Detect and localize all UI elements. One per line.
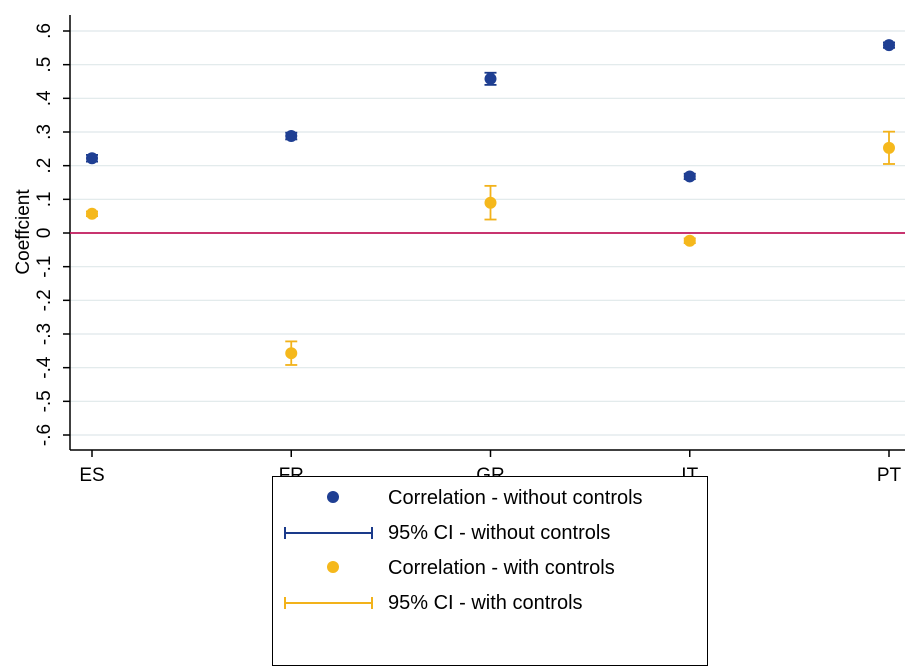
point-without-controls: [484, 72, 497, 85]
legend-entry-ci-without-controls: 95% CI - without controls: [273, 516, 707, 550]
point-without-controls: [683, 170, 696, 183]
y-tick-label: .5: [34, 57, 55, 73]
y-tick-label: -.2: [34, 289, 55, 311]
point-with-controls: [86, 207, 98, 220]
legend-key-ci-blue: [283, 516, 373, 550]
y-axis-title: Coeffcient: [13, 189, 34, 275]
y-tick-label: -.6: [34, 424, 55, 446]
y-tick-label: .3: [34, 124, 55, 140]
point-with-controls: [484, 196, 497, 209]
y-tick-label: 0: [34, 228, 55, 239]
point-without-controls: [883, 39, 895, 52]
y-tick-label: .4: [34, 90, 55, 106]
y-tick-label: -.4: [34, 356, 55, 379]
x-tick-label: PT: [877, 465, 902, 486]
y-axis-ticks: .6 .5 .4 .3 .2 .1 0 -.1 -.2 -.3 -.4 -.5 -.6: [34, 23, 70, 446]
point-without-controls: [285, 130, 298, 143]
legend-key-dot-blue: [283, 481, 373, 515]
point-without-controls: [86, 152, 98, 165]
point-with-controls: [883, 141, 895, 154]
legend-key-ci-yellow: [283, 586, 373, 620]
y-tick-label: -.3: [34, 323, 55, 345]
y-tick-label: -.5: [34, 390, 55, 412]
y-tick-label: -.1: [34, 256, 55, 278]
legend-entry-ci-with-controls: 95% CI - with controls: [273, 586, 707, 620]
legend: Correlation - without controls 95% CI - …: [272, 476, 708, 666]
legend-entry-point-with-controls: Correlation - with controls: [273, 551, 707, 585]
legend-label: Correlation - with controls: [388, 557, 615, 579]
legend-key-dot-yellow: [283, 551, 373, 585]
x-tick-label: ES: [79, 465, 104, 486]
legend-label: 95% CI - with controls: [388, 592, 583, 614]
data-marks: [86, 39, 895, 366]
y-tick-label: .1: [34, 191, 55, 207]
y-tick-label: .6: [34, 23, 55, 39]
coefficient-chart: .6.5.4.3.2.10-.1-.2-.3-.4-.5-.6 ESFRGRIT…: [13, 15, 905, 486]
point-with-controls: [683, 234, 696, 247]
legend-label: Correlation - without controls: [388, 487, 643, 509]
point-with-controls: [285, 347, 298, 360]
legend-entry-point-without-controls: Correlation - without controls: [273, 481, 707, 515]
y-tick-label: .2: [34, 158, 55, 174]
legend-label: 95% CI - without controls: [388, 522, 611, 544]
